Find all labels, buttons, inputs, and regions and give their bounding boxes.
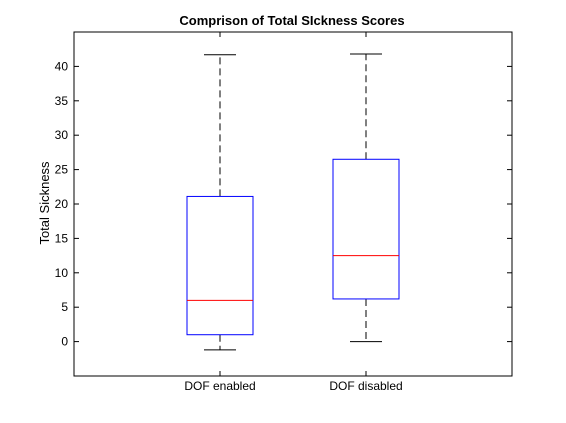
x-tick-label: DOF enabled <box>184 379 255 393</box>
y-tick-label: 30 <box>55 128 69 142</box>
iqr-box <box>186 195 254 336</box>
y-axis-ticks: 0 5 10 15 20 25 30 35 40 <box>55 59 512 349</box>
x-axis-ticks: DOF enabled DOF disabled <box>184 32 403 393</box>
chart-title: Comprison of Total SIckness Scores <box>179 13 404 28</box>
y-axis-label: Total Sickness <box>37 161 52 245</box>
y-tick-label: 35 <box>55 94 69 108</box>
y-tick-label: 10 <box>55 266 69 280</box>
box-group <box>332 53 400 343</box>
y-tick-label: 15 <box>55 231 69 245</box>
y-tick-label: 20 <box>55 197 69 211</box>
plot-area-frame <box>73 31 513 377</box>
iqr-box <box>332 158 400 300</box>
y-tick-label: 40 <box>55 59 69 73</box>
box-group <box>186 54 254 351</box>
y-tick-label: 0 <box>61 335 68 349</box>
boxes-layer <box>186 53 400 351</box>
x-tick-label: DOF disabled <box>329 379 402 393</box>
y-tick-label: 5 <box>61 300 68 314</box>
y-tick-label: 25 <box>55 163 69 177</box>
